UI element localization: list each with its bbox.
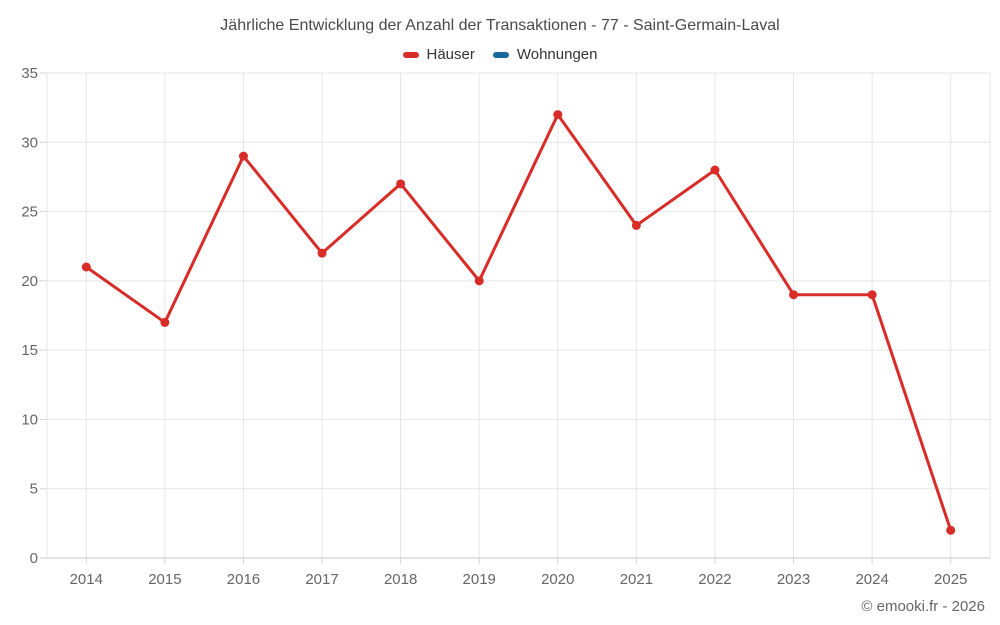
legend-item-wohnungen[interactable]: Wohnungen — [492, 46, 598, 63]
data-point-marker[interactable] — [631, 220, 641, 230]
data-point-marker[interactable] — [81, 262, 91, 272]
data-point-marker[interactable] — [396, 179, 406, 189]
x-axis-label: 2017 — [305, 571, 338, 588]
wohnungen-series-swatch-icon — [492, 51, 509, 58]
x-axis-label: 2021 — [620, 571, 653, 588]
x-axis-label: 2025 — [934, 571, 967, 588]
data-point-marker[interactable] — [317, 248, 327, 258]
data-point-marker[interactable] — [238, 151, 248, 161]
data-point-marker[interactable] — [789, 290, 799, 300]
legend-item-haeuser[interactable]: Häuser — [402, 46, 475, 63]
x-axis-label: 2020 — [541, 571, 574, 588]
data-point-marker[interactable] — [553, 110, 563, 120]
y-axis-label: 35 — [21, 65, 38, 82]
y-axis-label: 5 — [30, 481, 38, 498]
data-point-marker[interactable] — [946, 525, 956, 535]
y-axis-label: 25 — [21, 204, 38, 221]
x-axis-label: 2014 — [70, 571, 103, 588]
data-point-marker[interactable] — [710, 165, 720, 175]
data-point-marker[interactable] — [867, 290, 877, 300]
x-axis-label: 2018 — [384, 571, 417, 588]
chart-title: Jährliche Entwicklung der Anzahl der Tra… — [220, 17, 780, 34]
data-point-marker[interactable] — [160, 317, 170, 327]
chart-legend: Häuser Wohnungen — [0, 46, 1000, 63]
x-axis-label: 2019 — [463, 571, 496, 588]
x-axis-label: 2024 — [855, 571, 888, 588]
x-axis-label: 2015 — [148, 571, 181, 588]
copyright-footer: © emooki.fr - 2026 — [861, 598, 985, 615]
data-point-marker[interactable] — [474, 276, 484, 286]
x-axis-label: 2023 — [777, 571, 810, 588]
legend-label-haeuser: Häuser — [426, 46, 475, 63]
y-axis-label: 30 — [21, 134, 38, 151]
y-axis-label: 20 — [21, 273, 38, 290]
haeuser-series-swatch-icon — [402, 51, 419, 58]
x-axis-label: 2022 — [698, 571, 731, 588]
y-axis-label: 10 — [21, 411, 38, 428]
y-axis-label: 0 — [30, 550, 38, 567]
series-line-häuser — [84, 113, 953, 532]
legend-label-wohnungen: Wohnungen — [516, 46, 598, 63]
y-axis-label: 15 — [21, 342, 38, 359]
x-axis-label: 2016 — [227, 571, 260, 588]
